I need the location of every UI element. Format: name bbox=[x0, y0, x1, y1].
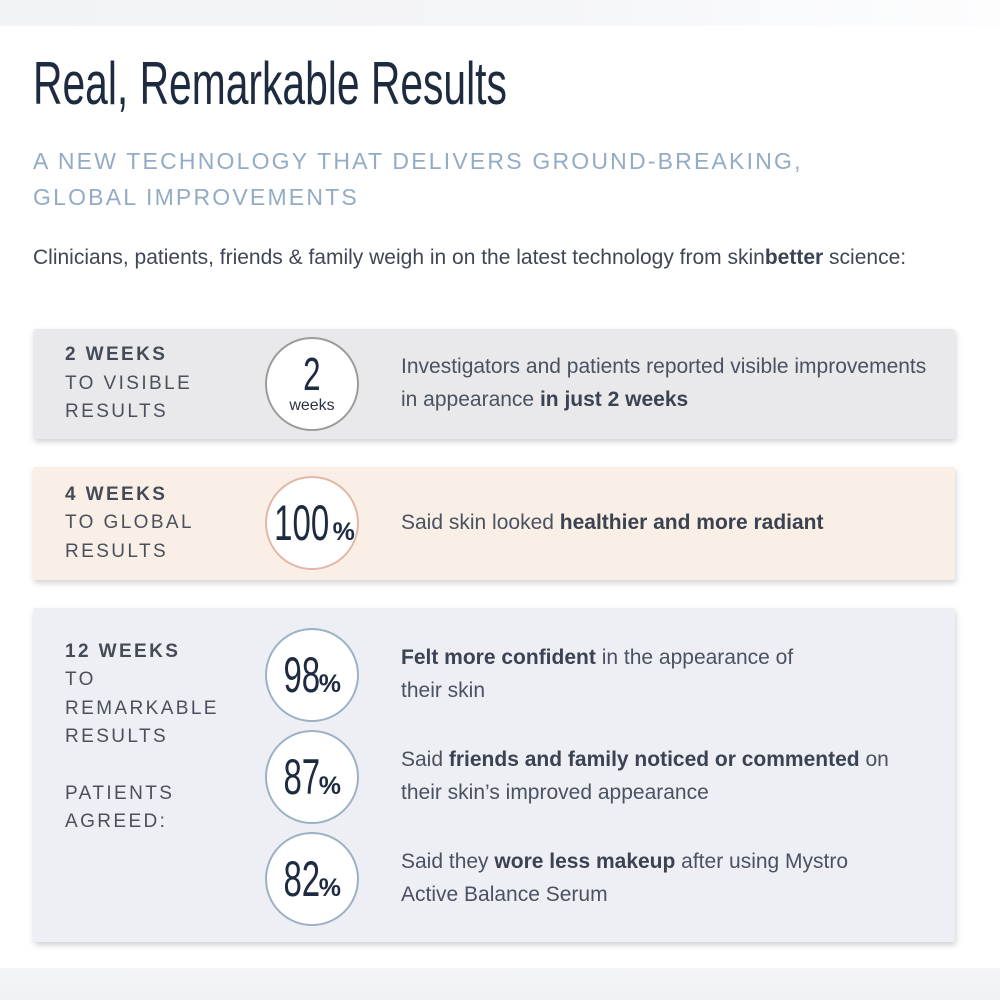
percent-sign: % bbox=[332, 518, 355, 547]
card-12-weeks-label: 12 WEEKS TO REMARKABLE RESULTS PATIENTS … bbox=[65, 638, 237, 837]
statement-pre: Said skin looked bbox=[401, 511, 560, 535]
top-strip bbox=[0, 0, 1000, 26]
card-2-weeks-circle-col: 2 weeks bbox=[237, 336, 387, 431]
stat-circle-87-percent: 87% bbox=[265, 729, 359, 824]
statement-pre: Said bbox=[401, 748, 449, 772]
card-4-weeks-label-rest: TO GLOBAL RESULTS bbox=[65, 512, 194, 562]
stat-row-98-circle-col: 98% bbox=[237, 627, 387, 722]
bottom-strip bbox=[0, 968, 1000, 1000]
card-4-weeks-circle-col: 100% bbox=[237, 476, 387, 571]
card-2-weeks-label: 2 WEEKS TO VISIBLE RESULTS bbox=[65, 341, 237, 427]
card-12-weeks-rows: 98% Felt more confident in the appearanc… bbox=[237, 627, 929, 926]
stat-row-82-statement: Said they wore less makeup after using M… bbox=[401, 846, 861, 911]
page-title-text: Real, Remarkable Results bbox=[33, 50, 507, 117]
statement-bold: Felt more confident bbox=[401, 646, 596, 670]
statement-post: in the appearance of their skin bbox=[401, 646, 794, 702]
statement-bold: in just 2 weeks bbox=[539, 387, 689, 411]
stat-row-82: 82% Said they wore less makeup after usi… bbox=[237, 831, 929, 926]
stat-row-98: 98% Felt more confident in the appearanc… bbox=[237, 627, 929, 722]
stat-value-87: 87 bbox=[283, 748, 321, 805]
stat-unit-weeks: weeks bbox=[289, 397, 335, 415]
stat-82-wrap: 82% bbox=[283, 854, 341, 904]
stat-row-87: 87% Said friends and family noticed or c… bbox=[237, 729, 929, 824]
card-4-weeks-statement: Said skin looked healthier and more radi… bbox=[401, 507, 824, 540]
statement-bold: friends and family noticed or commented bbox=[448, 748, 860, 772]
card-2-weeks-label-bold: 2 WEEKS bbox=[65, 344, 168, 366]
page-subtitle-line2: GLOBAL IMPROVEMENTS bbox=[33, 183, 359, 210]
intro-pre: Clinicians, patients, friends & family w… bbox=[33, 246, 765, 270]
card-12-weeks-label-rest: TO REMARKABLE RESULTS bbox=[65, 669, 219, 748]
card-4-weeks: 4 WEEKS TO GLOBAL RESULTS 100% Said skin… bbox=[33, 466, 955, 580]
stat-circle-2-weeks: 2 weeks bbox=[265, 336, 359, 431]
percent-sign: % bbox=[318, 771, 341, 800]
card-2-weeks: 2 WEEKS TO VISIBLE RESULTS 2 weeks Inves… bbox=[33, 328, 955, 439]
stat-87-wrap: 87% bbox=[283, 752, 341, 802]
percent-sign: % bbox=[318, 669, 341, 698]
stat-98-wrap: 98% bbox=[283, 650, 341, 700]
stat-row-82-circle-col: 82% bbox=[237, 831, 387, 926]
stat-row-98-statement: Felt more confident in the appearance of… bbox=[401, 642, 836, 707]
stat-circle-82-percent: 82% bbox=[265, 831, 359, 926]
intro-brand-bold: better bbox=[764, 246, 824, 270]
card-2-weeks-statement: Investigators and patients reported visi… bbox=[401, 351, 929, 416]
percent-sign: % bbox=[318, 873, 341, 902]
card-2-weeks-label-rest: TO VISIBLE RESULTS bbox=[65, 372, 193, 423]
card-12-weeks-label-sub: PATIENTS AGREED: bbox=[65, 782, 175, 833]
statement-bold: healthier and more radiant bbox=[559, 511, 824, 535]
page-subtitle: A NEW TECHNOLOGY THAT DELIVERS GROUND-BR… bbox=[33, 144, 1000, 215]
statement-bold: wore less makeup bbox=[494, 850, 676, 874]
statement-pre: Said they bbox=[401, 850, 495, 874]
statement-post: after using Mystro Active Balance Serum bbox=[401, 850, 849, 906]
card-4-weeks-label: 4 WEEKS TO GLOBAL RESULTS bbox=[65, 481, 237, 567]
page-subtitle-line1: A NEW TECHNOLOGY THAT DELIVERS GROUND-BR… bbox=[33, 148, 803, 174]
content: Real, Remarkable Results A NEW TECHNOLOG… bbox=[0, 26, 1000, 942]
card-12-weeks: 12 WEEKS TO REMARKABLE RESULTS PATIENTS … bbox=[33, 607, 955, 942]
statement-pre: Investigators and patients reported visi… bbox=[401, 355, 927, 411]
stat-value-82: 82 bbox=[283, 850, 321, 907]
stat-circle-100-percent: 100% bbox=[265, 476, 359, 571]
stat-value-2-weeks: 2 bbox=[303, 347, 321, 400]
page-title: Real, Remarkable Results bbox=[33, 54, 1000, 114]
stat-value-100: 100 bbox=[274, 495, 330, 552]
intro-post: science: bbox=[823, 246, 907, 270]
stat-circle-98-percent: 98% bbox=[265, 627, 359, 722]
statement-post: on their skin’s improved appearance bbox=[401, 748, 889, 804]
card-12-weeks-label-bold: 12 WEEKS bbox=[65, 640, 181, 662]
stat-value-98: 98 bbox=[283, 646, 321, 703]
intro-text: Clinicians, patients, friends & family w… bbox=[33, 241, 913, 275]
stat-100-wrap: 100% bbox=[269, 495, 355, 552]
card-4-weeks-label-bold: 4 WEEKS bbox=[65, 483, 168, 505]
stat-row-87-statement: Said friends and family noticed or comme… bbox=[401, 744, 923, 809]
stat-row-87-circle-col: 87% bbox=[237, 729, 387, 824]
